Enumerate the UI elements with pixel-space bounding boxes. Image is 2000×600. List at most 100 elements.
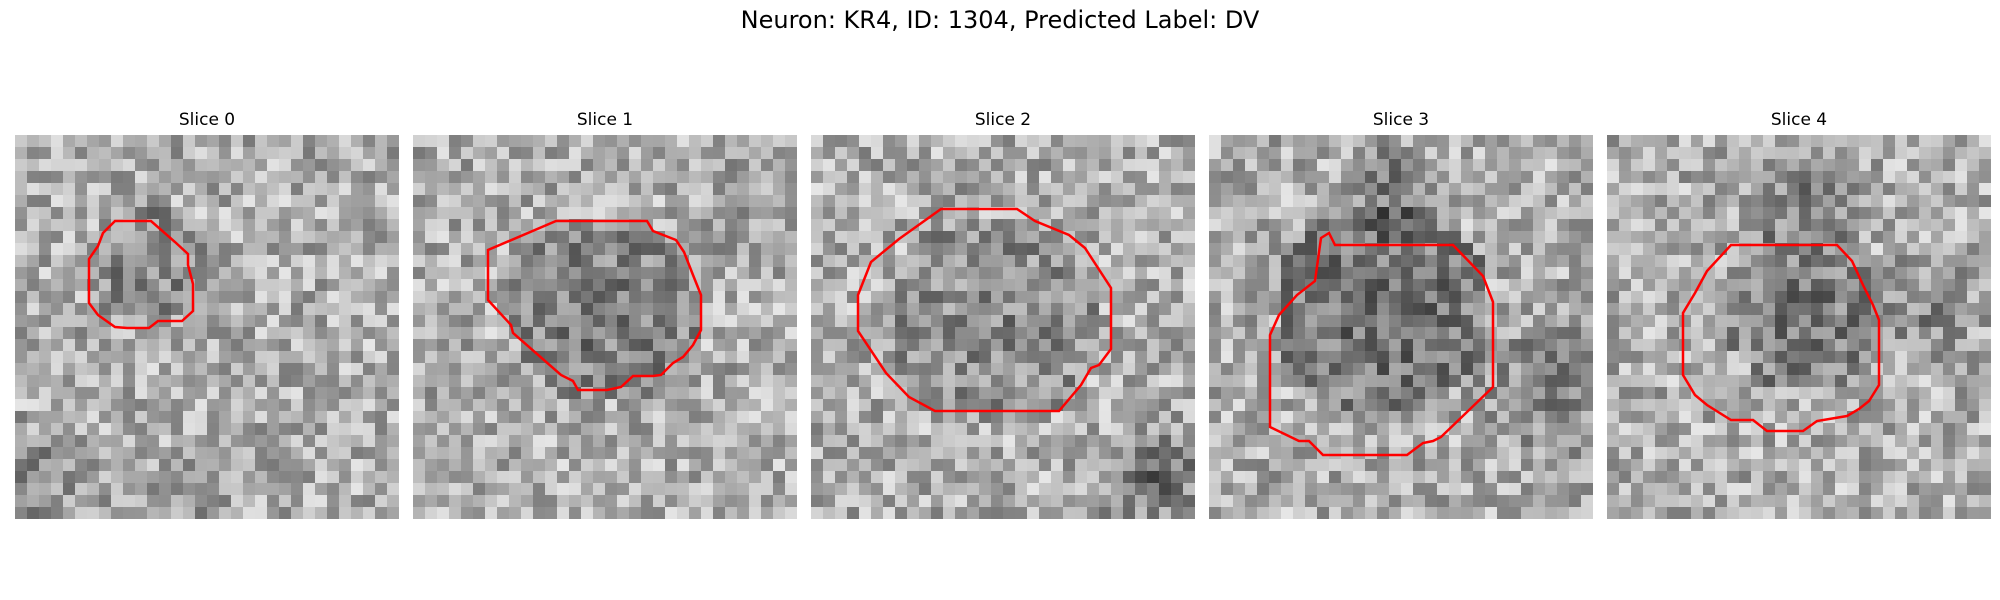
pixel [1003,159,1016,172]
pixel [461,267,474,280]
pixel [449,411,462,424]
pixel [847,291,860,304]
pixel [1473,327,1486,340]
pixel [931,159,944,172]
pixel [1051,207,1064,220]
pixel [1751,219,1764,232]
pixel [1389,411,1402,424]
pixel [27,291,40,304]
pixel [1569,339,1582,352]
pixel [557,495,570,508]
pixel [1533,423,1546,436]
pixel [1377,339,1390,352]
pixel [1039,195,1052,208]
pixel [15,303,28,316]
pixel [1135,351,1148,364]
pixel [425,255,438,268]
pixel [1569,399,1582,412]
pixel [1015,183,1028,196]
pixel [823,459,836,472]
pixel [943,291,956,304]
pixel [1967,255,1980,268]
pixel [1847,375,1860,388]
pixel [1377,495,1390,508]
pixel [1027,315,1040,328]
pixel [303,495,316,508]
pixel [1931,339,1944,352]
pixel [279,483,292,496]
pixel [521,195,534,208]
pixel [919,363,932,376]
pixel [15,387,28,400]
pixel [1847,423,1860,436]
pixel [1943,387,1956,400]
pixel [171,399,184,412]
pixel [641,171,654,184]
pixel [473,219,486,232]
pixel [931,135,944,148]
pixel [1497,231,1510,244]
pixel [1967,339,1980,352]
pixel [39,159,52,172]
pixel [919,207,932,220]
pixel [1183,459,1195,472]
pixel [1257,495,1270,508]
pixel [1655,171,1668,184]
pixel [425,171,438,184]
pixel [63,147,76,160]
pixel [1281,135,1294,148]
pixel [1751,267,1764,280]
pixel [593,375,606,388]
pixel [1679,363,1692,376]
pixel [569,231,582,244]
pixel [931,411,944,424]
pixel [641,339,654,352]
pixel [785,303,797,316]
pixel [1329,411,1342,424]
pixel [255,291,268,304]
pixel [39,303,52,316]
pixel [1835,147,1848,160]
pixel [737,459,750,472]
pixel [1883,411,1896,424]
pixel [147,303,160,316]
pixel [1763,147,1776,160]
pixel [497,195,510,208]
pixel [231,459,244,472]
pixel [1799,279,1812,292]
pixel [979,399,992,412]
pixel [1111,279,1124,292]
pixel [255,327,268,340]
pixel [1075,411,1088,424]
pixel [27,195,40,208]
pixel [473,459,486,472]
pixel [1389,399,1402,412]
pixel [677,267,690,280]
pixel [15,483,28,496]
pixel [1293,507,1306,519]
pixel [1847,219,1860,232]
pixel [1655,159,1668,172]
pixel [1775,411,1788,424]
pixel [15,291,28,304]
pixel [425,267,438,280]
pixel [425,147,438,160]
pixel [979,171,992,184]
pixel [363,135,376,148]
pixel [339,219,352,232]
pixel [509,387,522,400]
pixel [135,387,148,400]
pixel [1509,243,1522,256]
pixel [255,159,268,172]
pixel [1895,423,1908,436]
pixel [39,267,52,280]
pixel [1329,363,1342,376]
pixel [1413,387,1426,400]
pixel [1823,291,1836,304]
pixel [1545,279,1558,292]
pixel [521,315,534,328]
pixel [1341,159,1354,172]
pixel [1569,471,1582,484]
pixel [1643,159,1656,172]
pixel [1655,399,1668,412]
